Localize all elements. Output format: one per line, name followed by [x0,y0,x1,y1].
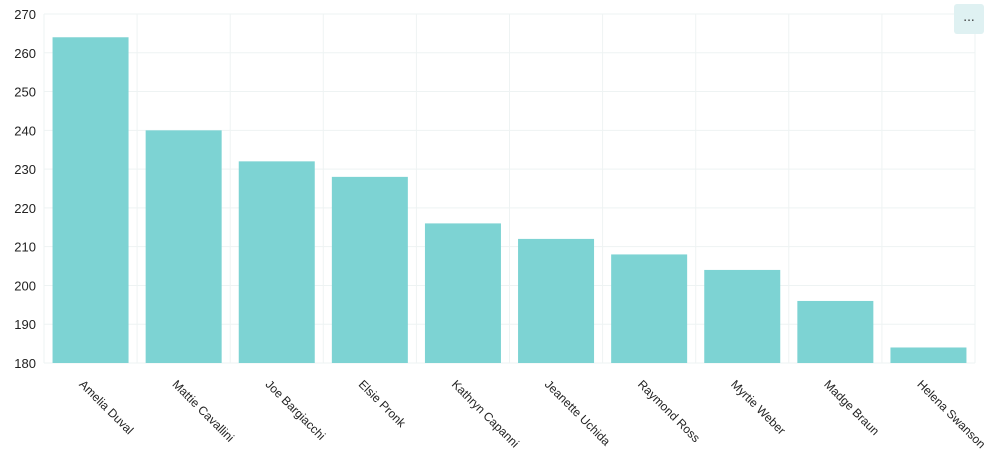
y-tick-label: 230 [14,162,36,177]
bar[interactable] [611,254,688,363]
x-category-label: Elsie Pronk [356,377,410,431]
y-tick-label: 220 [14,201,36,216]
x-category-label: Myrtie Weber [728,377,788,437]
x-category-label: Jeanette Uchida [542,377,613,448]
x-category-label: Madge Braun [821,377,882,438]
x-category-label: Joe Bargiacchi [263,377,329,443]
bar[interactable] [52,37,129,364]
x-category-label: Helena Swanson [914,377,988,451]
bar[interactable] [424,223,501,363]
bar[interactable] [890,347,967,363]
bar[interactable] [704,269,781,363]
bar[interactable] [331,176,408,363]
bar[interactable] [145,130,222,363]
x-category-label: Raymond Ross [635,377,703,445]
x-category-label: Mattie Cavallini [170,377,237,444]
y-tick-label: 200 [14,278,36,293]
y-tick-label: 210 [14,240,36,255]
y-tick-label: 180 [14,356,36,371]
bar[interactable] [518,238,595,363]
x-category-label: Amelia Duval [76,377,136,437]
y-tick-label: 270 [14,7,36,22]
y-axis-ticks: 180 190 200 210 220 230 240 250 260 270 [14,7,36,371]
y-tick-label: 240 [14,123,36,138]
y-tick-label: 190 [14,317,36,332]
ellipsis-icon: ... [963,10,975,24]
bar[interactable] [797,300,874,363]
bars [52,37,967,364]
bar[interactable] [238,161,315,363]
x-category-label: Kathryn Capanni [449,377,522,450]
x-axis-labels: Amelia Duval Mattie Cavallini Joe Bargiacc… [76,377,988,451]
y-tick-label: 250 [14,85,36,100]
y-tick-label: 260 [14,46,36,61]
chart-menu-button[interactable]: ... [954,4,984,34]
